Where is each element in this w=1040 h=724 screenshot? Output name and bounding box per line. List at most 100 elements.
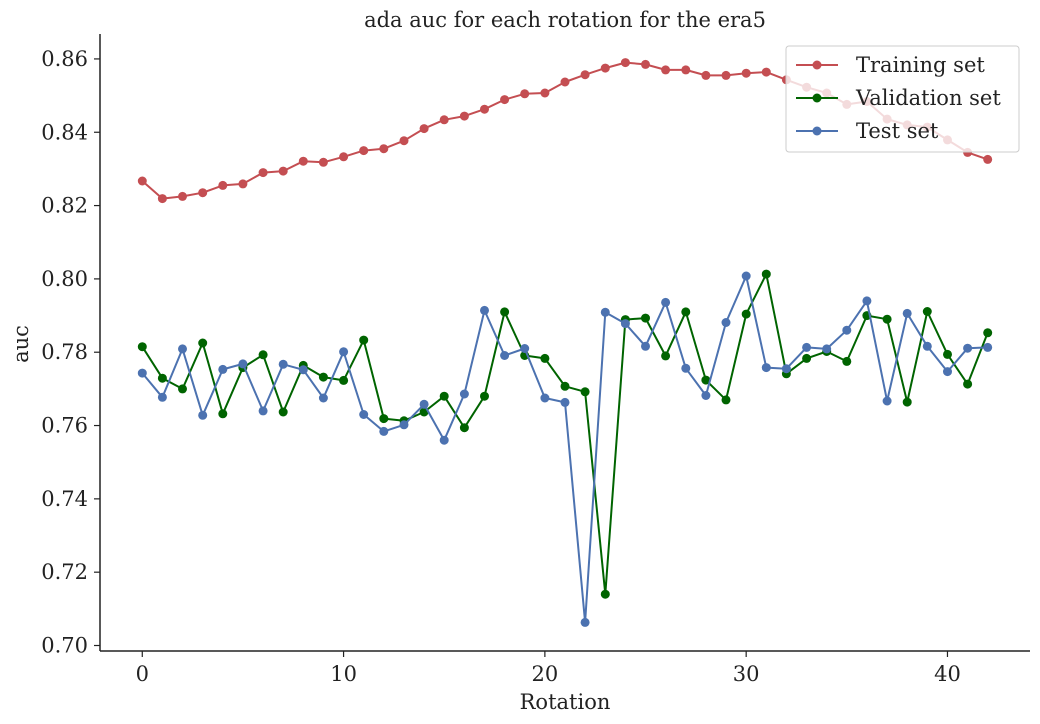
y-tick-label: 0.82 (41, 194, 88, 218)
data-point (580, 70, 590, 80)
data-point (620, 319, 630, 329)
data-point (500, 307, 510, 317)
x-tick-label: 30 (733, 662, 760, 686)
data-point (641, 341, 650, 351)
data-point (218, 180, 228, 190)
data-point (339, 375, 349, 385)
x-tick-label: 0 (136, 662, 149, 686)
data-point (681, 65, 691, 75)
data-point (258, 168, 268, 178)
data-point (318, 157, 328, 167)
data-point (359, 335, 369, 345)
data-point (278, 407, 288, 417)
y-tick-label: 0.70 (41, 634, 88, 658)
data-point (580, 617, 590, 627)
y-tick-label: 0.76 (41, 414, 88, 438)
series-test-set (137, 271, 993, 627)
data-point (439, 115, 449, 125)
data-point (157, 373, 167, 383)
data-point (318, 393, 328, 403)
data-point (258, 406, 268, 416)
data-point (419, 399, 429, 409)
axes: 0.70 0.72 0.74 0.76 0.78 0.80 0.82 0.84 0.86 0 10 2… (41, 34, 1030, 686)
data-point (963, 379, 973, 389)
data-point (600, 589, 610, 599)
y-tick-label: 0.74 (41, 487, 88, 511)
data-point (943, 349, 952, 359)
legend-label: Training set (856, 53, 985, 77)
legend: Training set Validation set Test set (785, 45, 1020, 153)
y-tick-label: 0.86 (41, 47, 88, 71)
data-point (480, 104, 489, 114)
data-point (741, 271, 751, 281)
data-point (560, 381, 570, 391)
data-point (802, 342, 812, 352)
data-point (339, 347, 349, 357)
legend-marker (812, 93, 822, 103)
data-point (761, 363, 771, 373)
data-point (661, 65, 671, 75)
data-point (943, 367, 952, 377)
data-point (459, 423, 469, 433)
data-point (781, 364, 791, 374)
data-point (540, 393, 550, 403)
data-point (641, 59, 650, 69)
y-tick-label: 0.80 (41, 267, 88, 291)
data-point (439, 435, 449, 445)
data-point (902, 308, 912, 318)
data-point (238, 179, 248, 189)
data-point (520, 344, 530, 353)
legend-item: Test set (796, 119, 939, 143)
series-validation-set (137, 269, 993, 599)
data-point (178, 384, 187, 394)
data-point (882, 396, 892, 406)
data-point (560, 77, 570, 87)
data-point (580, 387, 590, 397)
data-point (600, 63, 610, 73)
x-axis-title: Rotation (520, 690, 611, 714)
data-point (741, 309, 751, 319)
y-axis-title: auc (9, 325, 33, 363)
data-point (157, 194, 167, 204)
data-point (198, 188, 208, 198)
data-point (278, 166, 288, 176)
data-point (198, 410, 208, 420)
legend-marker (812, 60, 822, 70)
legend-box (785, 45, 1020, 153)
data-point (157, 392, 167, 402)
data-point (359, 146, 369, 156)
data-point (298, 365, 308, 375)
data-point (540, 88, 550, 98)
legend-item: Training set (796, 53, 985, 77)
data-point (761, 269, 771, 279)
data-point (379, 414, 389, 424)
data-point (399, 420, 409, 430)
y-tick-label: 0.72 (41, 560, 88, 584)
data-point (439, 391, 449, 401)
chart-title: ada auc for each rotation for the era5 (364, 8, 766, 32)
data-point (620, 58, 630, 68)
x-tick-label: 20 (532, 662, 559, 686)
data-point (922, 307, 932, 316)
data-point (701, 70, 711, 80)
data-point (721, 395, 731, 405)
data-point (359, 410, 369, 419)
data-point (862, 296, 872, 306)
data-point (258, 350, 268, 360)
data-point (600, 307, 610, 317)
data-point (922, 341, 932, 351)
legend-marker (812, 126, 822, 136)
data-point (419, 124, 429, 134)
data-point (822, 344, 832, 354)
data-point (963, 343, 973, 353)
data-point (178, 344, 187, 354)
data-point (701, 375, 711, 385)
data-point (983, 328, 993, 338)
data-point (721, 70, 731, 80)
data-point (218, 409, 228, 419)
data-point (500, 351, 510, 360)
data-point (379, 426, 389, 436)
data-point (802, 353, 812, 363)
series-line (141, 273, 989, 596)
